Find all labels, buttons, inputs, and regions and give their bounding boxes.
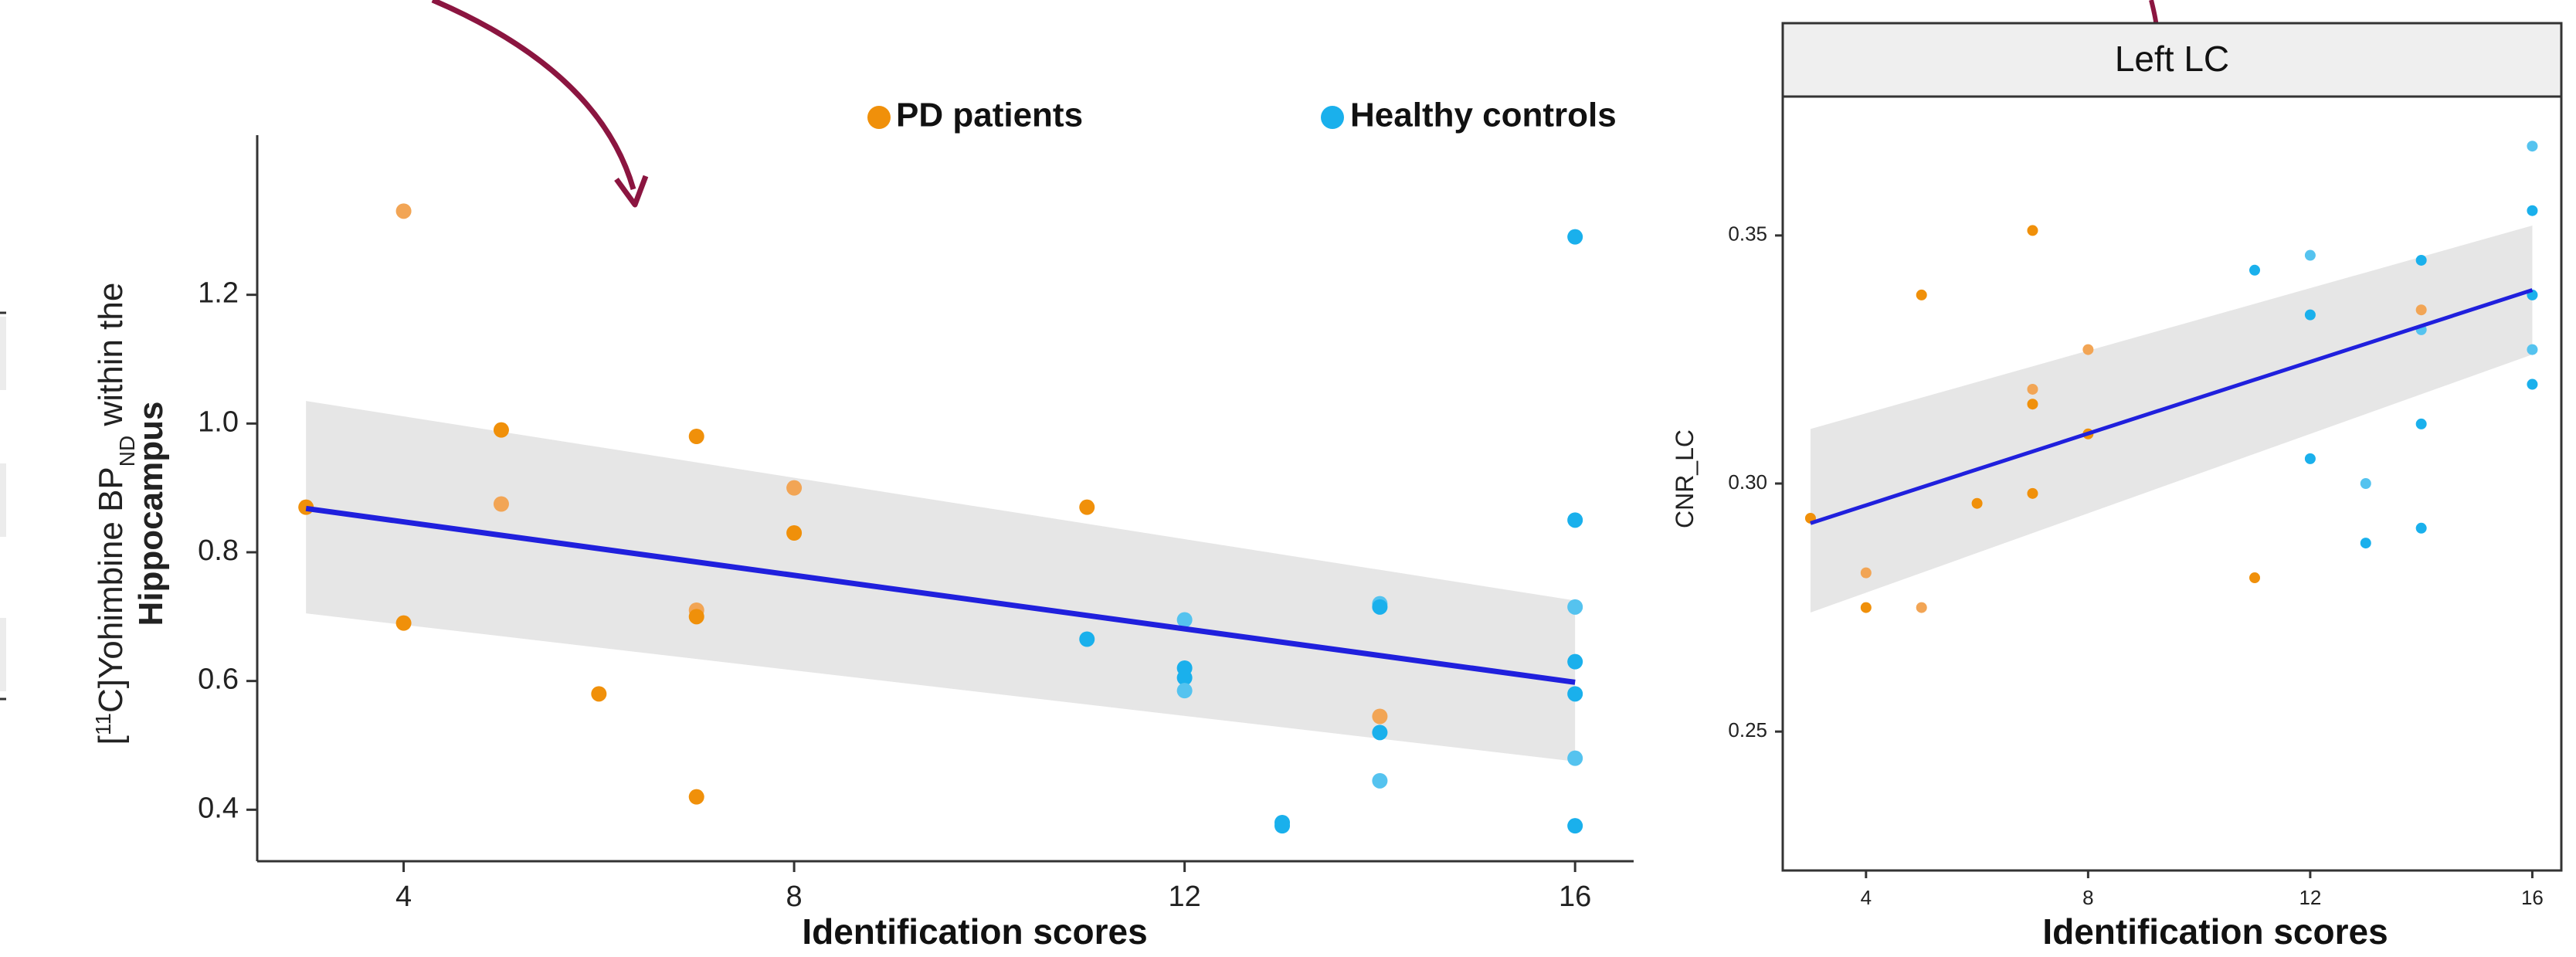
x-tick-label: 4 [1861,886,1872,909]
confidence-band-right [1810,226,2533,613]
healthy-control-point [1567,512,1583,528]
healthy-control-point [1176,612,1193,628]
panel-strip-title: Left LC [2115,39,2229,79]
confidence-band-left [306,401,1576,762]
pd-patient-point [786,525,803,541]
regression-line [305,505,1576,685]
healthy-control-point [1567,599,1583,615]
pd-patient-point [2027,399,2038,410]
left-edge-marks [0,311,6,701]
healthy-control-point [2527,205,2538,216]
y-axis-label-right: CNR_LC [1671,429,1699,528]
healthy-control-point [2415,522,2427,534]
pd-patient-point [688,609,704,625]
healthy-control-point [2360,478,2371,489]
pd-patient-point [2027,487,2038,499]
y-tick-label: 1.0 [198,406,239,438]
pd-patient-point [2027,383,2038,395]
axes-right: 4 8 12 16 0.25 0.30 0.35 [1728,97,2561,909]
pd-patient-point [493,422,509,438]
healthy-control-point [1372,725,1388,741]
x-tick-label: 8 [786,881,803,913]
healthy-control-point [2249,264,2261,276]
pd-patient-point [2249,572,2261,584]
pd-patient-point [2415,304,2427,316]
healthy-control-point [1079,631,1095,647]
pd-patient-point [786,480,803,496]
pd-patient-point [395,203,412,219]
x-tick-label: 4 [395,881,412,913]
healthy-control-point [1567,229,1583,245]
pd-patient-point [493,496,509,512]
healthy-control-point [2527,378,2538,390]
pd-patient-point [1916,289,1927,300]
regression-line [1810,288,2534,525]
pd-patient-point [2027,225,2038,236]
y-tick-label: 0.4 [198,792,239,824]
pd-patient-point [688,789,704,805]
pd-patient-point [1079,499,1095,515]
healthy-control-point [2415,254,2427,266]
points-left [298,203,1583,834]
axes-left: 4 8 12 16 0.4 0.6 0.8 1.0 1.2 [198,135,1634,913]
legend-marker-hc [1321,106,1344,129]
healthy-control-point [2527,344,2538,355]
healthy-control-point [2304,309,2316,321]
confidence-band [1810,226,2533,613]
pd-patient-point [2082,344,2094,355]
legend-marker-pd [867,106,891,129]
x-tick-label: 16 [1559,881,1591,913]
healthy-control-point [2304,249,2316,261]
fit-line-left [305,505,1576,685]
pd-patient-point [1916,602,1927,613]
healthy-control-point [2527,141,2538,152]
legend-label-hc: Healthy controls [1350,97,1617,134]
x-axis-label-left: Identification scores [802,911,1147,952]
confidence-band [306,401,1576,762]
healthy-control-point [1567,686,1583,702]
pd-patient-point [1372,708,1388,725]
healthy-control-point [1176,670,1193,686]
healthy-control-point [1176,683,1193,699]
arrow-head-left [614,175,649,208]
pd-patient-point [688,429,704,444]
pd-patient-point [1971,497,1983,509]
legend-label-pd: PD patients [896,97,1083,134]
x-tick-label: 16 [2521,886,2544,909]
healthy-control-point [1372,599,1388,615]
fit-line-right [1810,288,2534,525]
y-tick-label: 0.8 [198,534,239,567]
y-tick-label: 0.25 [1728,718,1767,742]
healthy-control-point [1372,772,1388,789]
pd-patient-point [395,615,412,631]
y-tick-label: 1.2 [198,277,239,310]
x-tick-label: 12 [1168,881,1200,913]
left-lc-scatter-plot: Left LC 4 8 12 16 0.25 0.30 0.35 Identificatio… [1671,22,2563,952]
x-axis-label-right: Identification scores [2042,911,2388,952]
healthy-control-point [1274,818,1291,834]
healthy-control-point [1567,653,1583,670]
healthy-control-point [1567,750,1583,766]
y-axis-label-left: [11C]Yohimbine BPND within the [91,283,139,745]
hippocampus-scatter-plot: 4 8 12 16 0.4 0.6 0.8 1.0 1.2 Identification sco… [91,135,1634,952]
y-tick-label: 0.30 [1728,470,1767,494]
y-tick-label: 0.35 [1728,222,1767,246]
pd-patient-point [1860,602,1872,613]
pd-patient-point [591,686,607,702]
panel-strip [1781,22,2563,98]
y-axis-label-left-bold: Hippocampus [132,402,170,626]
healthy-control-point [1567,818,1583,834]
arrow-annotation-left [431,0,636,190]
pd-patient-point [1860,567,1872,579]
legend: PD patients Healthy controls [867,97,1617,134]
x-tick-label: 8 [2082,886,2093,909]
x-tick-label: 12 [2299,886,2321,909]
y-tick-label: 0.6 [198,663,239,696]
healthy-control-point [2304,453,2316,464]
healthy-control-point [2360,538,2371,549]
healthy-control-point [2415,418,2427,429]
